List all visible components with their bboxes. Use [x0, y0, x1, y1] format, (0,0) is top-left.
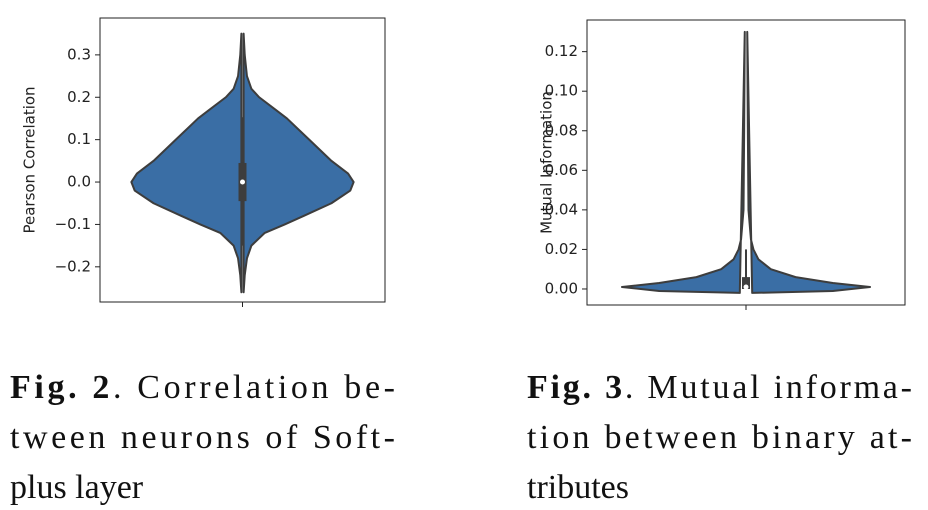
- median: [743, 284, 749, 290]
- y-tick-label: 0.04: [545, 200, 578, 218]
- caption-text: tributes: [527, 469, 629, 506]
- box: [742, 277, 750, 289]
- caption-line: tributes: [527, 469, 629, 506]
- caption-line: plus layer: [10, 469, 144, 506]
- y-tick-label: 0.1: [67, 130, 91, 148]
- caption-line: Fig. 2. Correlation be-: [10, 369, 395, 406]
- caption-text: . Correlation be-: [113, 369, 395, 406]
- y-tick-label: 0.08: [545, 121, 578, 139]
- y-tick-label: 0.06: [545, 161, 578, 179]
- caption-text: tion between binary at-: [527, 419, 912, 456]
- caption-line: Fig. 3. Mutual informa-: [527, 369, 912, 406]
- caption-text: tween neurons of Soft-: [10, 419, 395, 456]
- caption-text: plus layer: [10, 469, 144, 506]
- y-axis-label: Mutual Information: [538, 91, 556, 234]
- y-tick-label: 0.3: [67, 45, 91, 63]
- y-tick-label: −0.1: [55, 215, 91, 233]
- plot-frame: [99, 17, 386, 303]
- caption-label: Fig. 3: [527, 369, 622, 406]
- caption-label: Fig. 2: [10, 369, 109, 406]
- median: [240, 179, 245, 185]
- y-axis-label: Pearson Correlation: [21, 86, 39, 233]
- y-tick-label: 0.02: [545, 240, 578, 258]
- plot-frame: [586, 19, 906, 306]
- y-tick-label: 0.10: [545, 82, 578, 100]
- caption-line: tion between binary at-: [527, 419, 912, 456]
- y-tick-label: −0.2: [55, 257, 91, 275]
- y-tick-label: 0.2: [67, 88, 91, 106]
- y-tick-label: 0.00: [545, 279, 578, 297]
- violin-half: [620, 30, 746, 294]
- y-tick-label: 0.0: [67, 173, 91, 191]
- caption-line: tween neurons of Soft-: [10, 419, 395, 456]
- violin-half: [242, 32, 355, 294]
- violin-half: [746, 30, 872, 294]
- caption-text: . Mutual informa-: [625, 369, 912, 406]
- y-tick-label: 0.12: [545, 42, 578, 60]
- violin-half: [130, 32, 243, 294]
